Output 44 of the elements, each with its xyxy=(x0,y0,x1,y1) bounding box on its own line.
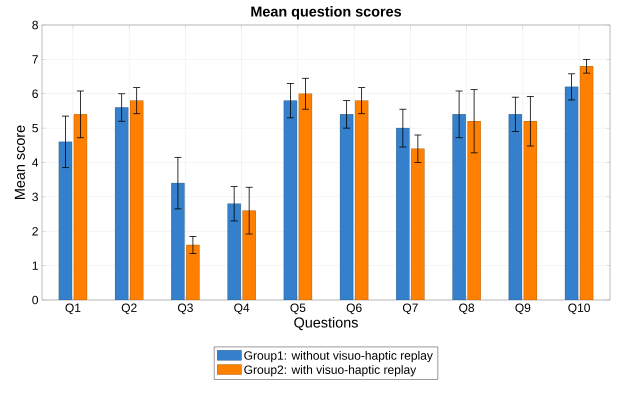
chart-title: Mean question scores xyxy=(251,6,402,20)
bar xyxy=(227,204,241,300)
y-tick-label: 0 xyxy=(32,296,38,304)
x-tick-label: Q4 xyxy=(234,304,250,314)
legend-label: Group2: with visuo-haptic replay xyxy=(244,365,416,376)
bar xyxy=(130,100,144,300)
bar xyxy=(114,107,128,300)
x-tick-label: Q7 xyxy=(402,304,418,314)
bar xyxy=(396,128,410,300)
bar xyxy=(58,142,72,300)
x-tick-label: Q1 xyxy=(65,304,80,314)
bar xyxy=(524,121,538,300)
bar xyxy=(354,100,368,300)
bar xyxy=(564,86,578,300)
x-tick-label: Q5 xyxy=(290,304,306,314)
x-tick-label: Q10 xyxy=(568,304,590,314)
bar xyxy=(74,114,88,300)
bar xyxy=(186,244,200,300)
x-tick-label: Q2 xyxy=(122,304,137,314)
bar xyxy=(467,121,481,300)
bar xyxy=(284,100,298,300)
y-tick-label: 7 xyxy=(32,55,38,64)
bar xyxy=(298,94,312,300)
bar xyxy=(340,114,354,300)
y-tick-label: 6 xyxy=(32,90,38,98)
legend-label: Group1: without visuo-haptic replay xyxy=(244,350,433,362)
y-tick-label: 1 xyxy=(32,262,38,270)
x-tick-label: Q3 xyxy=(178,304,193,314)
bar xyxy=(242,210,256,300)
y-tick-label: 2 xyxy=(32,227,38,236)
bar xyxy=(580,66,594,300)
x-tick-label: Q9 xyxy=(515,304,530,314)
x-axis-title: Questions xyxy=(294,317,358,330)
x-tick-label: Q6 xyxy=(346,304,362,314)
y-tick-label: 5 xyxy=(32,124,38,132)
x-tick-label: Q8 xyxy=(459,304,474,314)
bar xyxy=(411,148,425,300)
y-tick-label: 4 xyxy=(32,158,38,167)
bar xyxy=(508,114,522,300)
bar xyxy=(171,182,185,300)
y-tick-label: 3 xyxy=(32,192,38,202)
bar xyxy=(452,114,466,300)
y-axis-title: Mean score xyxy=(14,126,25,199)
y-tick-label: 8 xyxy=(32,20,38,30)
